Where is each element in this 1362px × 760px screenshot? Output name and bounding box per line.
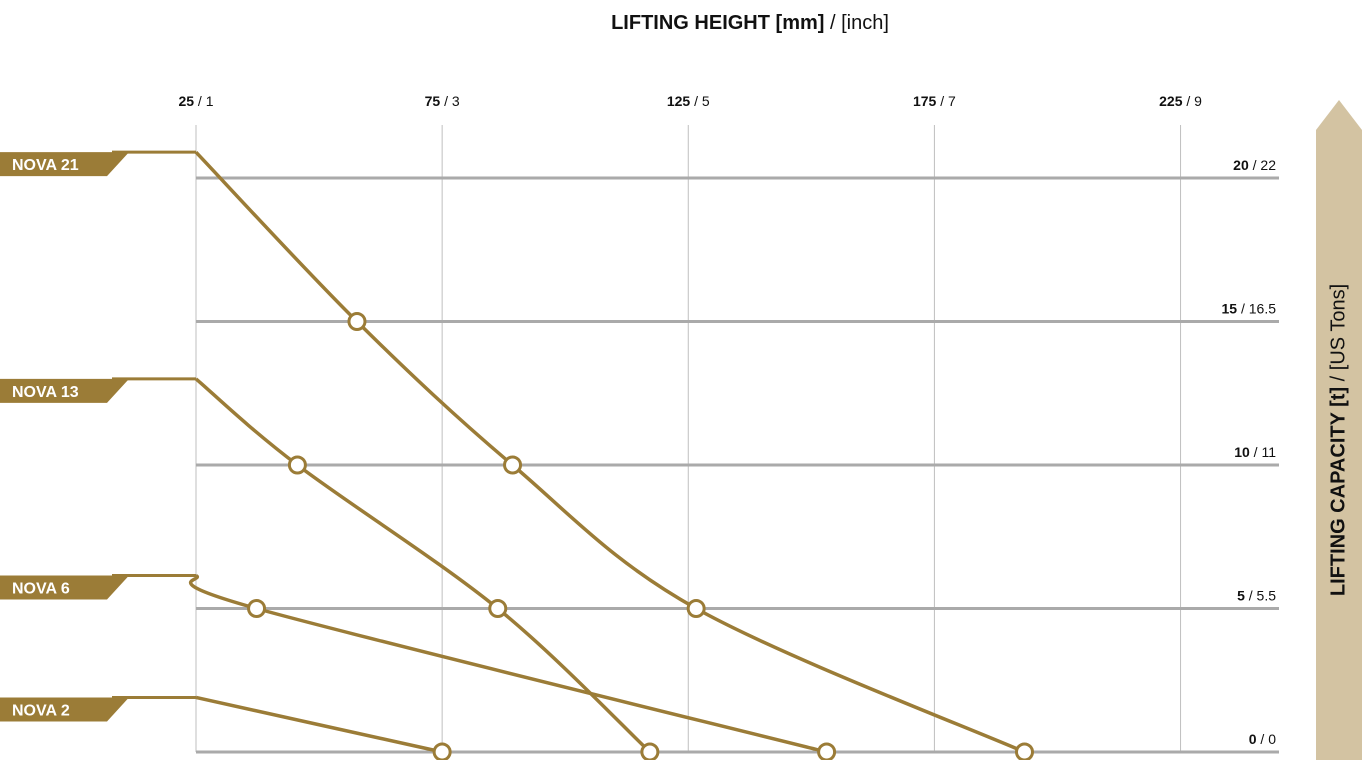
x-tick-mm: 175 xyxy=(913,93,937,109)
x-tick-label: 25 / 1 xyxy=(178,93,213,109)
y-tick-t: 20 xyxy=(1233,157,1249,173)
y-tick-label: 15 / 16.5 xyxy=(1222,301,1277,317)
y-tick-us: 16.5 xyxy=(1249,301,1276,317)
series-curve xyxy=(195,695,443,754)
series-curve xyxy=(188,573,828,754)
x-tick-inch: 1 xyxy=(206,93,214,109)
x-tick-label: 225 / 9 xyxy=(1159,93,1202,109)
y-tick-labels: 20 / 22 15 / 16.5 10 / 11 5 / 5.5 0 / 0 xyxy=(1222,157,1277,747)
capacity-arrow-icon xyxy=(1316,100,1362,760)
series-label: NOVA 13 xyxy=(12,384,79,401)
series-markers xyxy=(247,312,1034,760)
x-tick-label: 75 / 3 xyxy=(425,93,460,109)
data-point xyxy=(1014,742,1034,760)
x-tick-inch: 3 xyxy=(452,93,460,109)
data-point xyxy=(640,742,660,760)
data-point xyxy=(503,455,523,475)
x-tick-labels: 25 / 1 75 / 3 125 / 5 175 / 7 225 / 9 xyxy=(178,93,1202,109)
y-axis-title-unit-t: LIFTING CAPACITY [t] xyxy=(1327,386,1350,597)
series-label: NOVA 6 xyxy=(12,580,70,597)
y-tick-label: 20 / 22 xyxy=(1233,157,1276,173)
y-tick-us: 0 xyxy=(1268,731,1276,747)
y-axis-title: LIFTING CAPACITY [t] / [US Tons] xyxy=(1328,284,1351,596)
x-tick-label: 175 / 7 xyxy=(913,93,956,109)
x-tick-inch: 5 xyxy=(702,93,710,109)
x-tick-separator: / xyxy=(194,93,206,109)
x-tick-separator: / xyxy=(936,93,948,109)
series-label-tag xyxy=(0,152,129,177)
series-label: NOVA 21 xyxy=(12,157,79,174)
y-tick-separator: / xyxy=(1237,301,1249,317)
series-label: NOVA 2 xyxy=(12,702,70,719)
series-label-tag xyxy=(0,575,129,600)
series-label-tag xyxy=(0,378,129,403)
x-tick-mm: 75 xyxy=(425,93,441,109)
x-axis-title-separator: / xyxy=(824,12,842,34)
x-tick-mm: 25 xyxy=(178,93,194,109)
y-tick-t: 10 xyxy=(1234,444,1250,460)
data-point xyxy=(247,599,267,618)
y-axis-title-unit-us: [US Tons] xyxy=(1327,283,1350,371)
series-curves xyxy=(112,150,1026,754)
y-tick-t: 15 xyxy=(1222,301,1238,317)
series-label-tag xyxy=(0,697,129,722)
y-tick-separator: / xyxy=(1250,444,1262,460)
series-curve xyxy=(194,150,1026,754)
y-tick-us: 22 xyxy=(1260,157,1276,173)
data-point xyxy=(817,742,837,760)
data-point xyxy=(287,455,307,475)
x-tick-separator: / xyxy=(690,93,702,109)
series-labels: NOVA 21 NOVA 13 NOVA 6 NOVA 2 xyxy=(0,152,129,722)
y-tick-label: 0 / 0 xyxy=(1249,731,1276,747)
y-tick-us: 11 xyxy=(1261,444,1276,460)
y-tick-separator: / xyxy=(1245,588,1257,604)
horizontal-gridlines xyxy=(196,176,1279,754)
x-axis-title-unit-inch: [inch] xyxy=(841,12,889,34)
x-tick-label: 125 / 5 xyxy=(667,93,710,109)
x-tick-separator: / xyxy=(440,93,452,109)
y-tick-t: 0 xyxy=(1249,731,1257,747)
y-tick-t: 5 xyxy=(1237,588,1245,604)
vertical-gridlines xyxy=(195,125,1182,752)
y-tick-label: 5 / 5.5 xyxy=(1237,588,1276,604)
data-point xyxy=(686,599,706,618)
y-axis-title-separator: / xyxy=(1327,370,1350,387)
data-point xyxy=(347,312,367,331)
y-tick-separator: / xyxy=(1257,731,1269,747)
series-curve xyxy=(194,377,652,754)
y-tick-label: 10 / 11 xyxy=(1234,444,1276,460)
x-axis-title: LIFTING HEIGHT [mm] / [inch] xyxy=(0,12,1362,35)
x-axis-title-unit-mm: LIFTING HEIGHT [mm] xyxy=(611,12,825,34)
data-point xyxy=(432,742,452,760)
x-tick-inch: 7 xyxy=(948,93,956,109)
x-tick-inch: 9 xyxy=(1194,93,1202,109)
x-tick-mm: 125 xyxy=(667,93,691,109)
y-tick-us: 5.5 xyxy=(1257,588,1277,604)
y-tick-separator: / xyxy=(1249,157,1261,173)
data-point xyxy=(488,599,508,618)
x-tick-mm: 225 xyxy=(1159,93,1183,109)
x-tick-separator: / xyxy=(1182,93,1194,109)
